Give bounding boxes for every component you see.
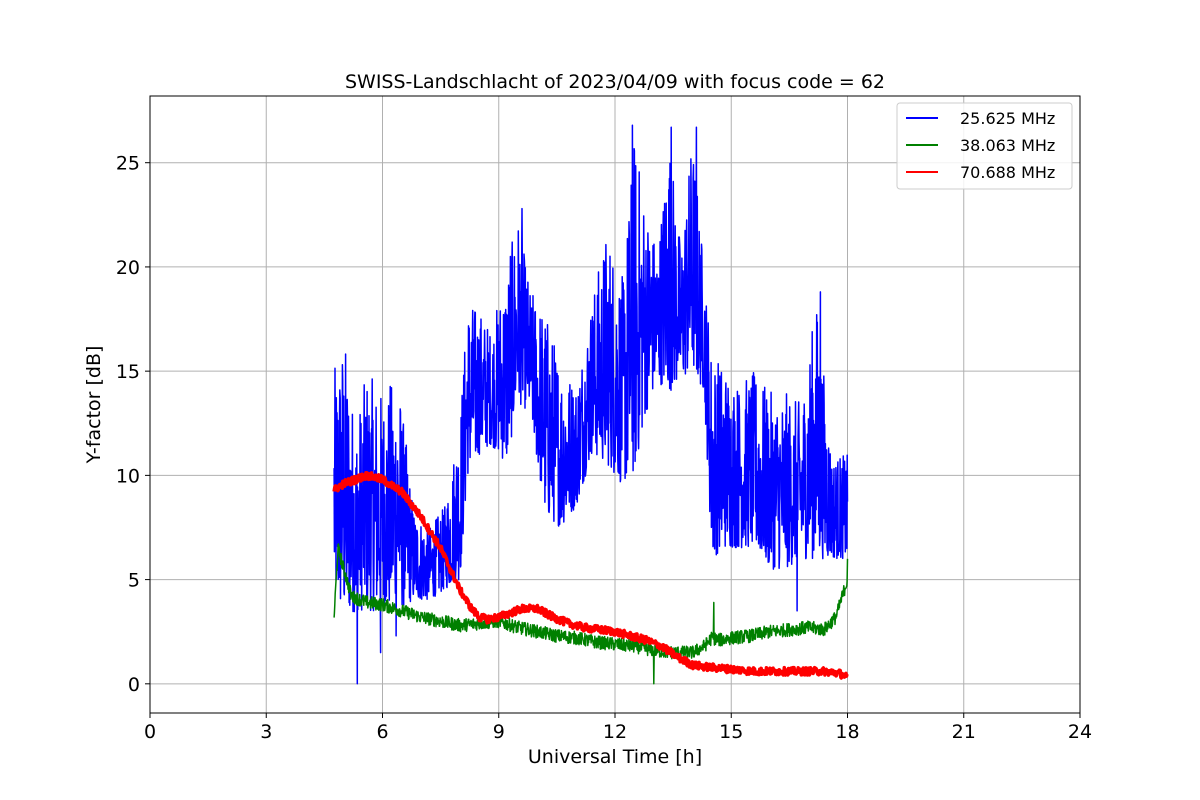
legend: 25.625 MHz 38.063 MHz 70.688 MHz	[896, 102, 1073, 190]
series-line-25-625-mhz	[333, 124, 849, 685]
y-axis-label: Y-factor [dB]	[83, 346, 105, 465]
legend-box	[896, 102, 1073, 190]
y-tick-label: 5	[128, 570, 140, 592]
series-line-70-688-mhz	[332, 470, 849, 680]
chart-title: SWISS-Landschlacht of 2023/04/09 with fo…	[345, 71, 885, 93]
series-line-38-063-mhz	[333, 543, 849, 685]
x-tick-label: 0	[144, 721, 156, 743]
legend-label-70688: 70.688 MHz	[960, 163, 1055, 182]
y-tick-label: 20	[116, 257, 140, 279]
x-tick-label: 6	[376, 721, 388, 743]
x-tick-label: 9	[493, 721, 505, 743]
x-tick-label: 24	[1068, 721, 1092, 743]
x-tick-label: 15	[719, 721, 743, 743]
legend-label-25625: 25.625 MHz	[960, 109, 1055, 128]
y-tick-label: 10	[116, 465, 140, 487]
x-tick-label: 12	[603, 721, 627, 743]
legend-label-38063: 38.063 MHz	[960, 136, 1055, 155]
x-tick-label: 21	[952, 721, 976, 743]
x-tick-label: 3	[260, 721, 272, 743]
ticks: 0 3 6 9 12 15 18 21 24 0 5 10 15 20 25	[116, 153, 1092, 743]
y-tick-label: 15	[116, 361, 140, 383]
x-axis-label: Universal Time [h]	[528, 746, 702, 768]
y-tick-label: 25	[116, 153, 140, 175]
plot-series	[332, 124, 849, 685]
y-tick-label: 0	[128, 674, 140, 696]
x-tick-label: 18	[835, 721, 859, 743]
